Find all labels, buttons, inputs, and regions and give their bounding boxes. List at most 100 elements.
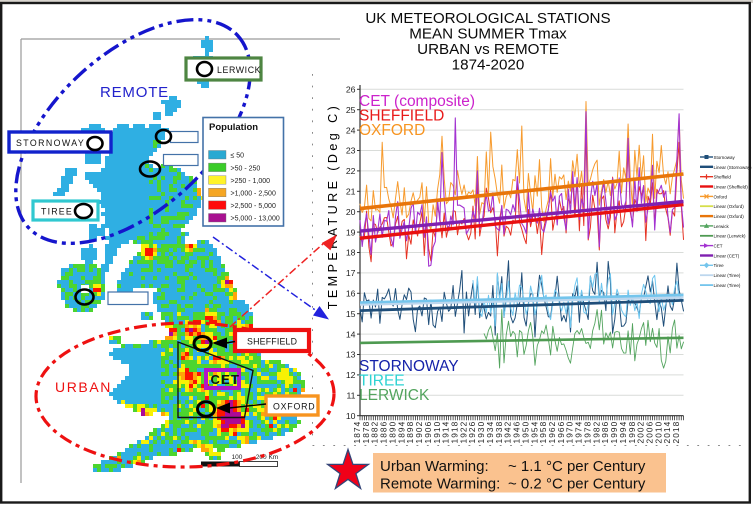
- svg-text:>2,500 - 5,000: >2,500 - 5,000: [231, 203, 276, 210]
- svg-text:1958: 1958: [538, 421, 548, 444]
- svg-text:≤ 50: ≤ 50: [231, 153, 245, 160]
- svg-text:URBAN: URBAN: [55, 379, 112, 395]
- svg-text:1978: 1978: [582, 421, 592, 444]
- svg-text:LERWICK: LERWICK: [217, 65, 261, 75]
- svg-text:TIREE: TIREE: [41, 207, 73, 217]
- svg-text:Linear (Oxford): Linear (Oxford): [714, 214, 745, 219]
- svg-text:1994: 1994: [618, 421, 628, 444]
- svg-text:1930: 1930: [476, 421, 486, 444]
- svg-text:22: 22: [346, 166, 356, 176]
- svg-text:1918: 1918: [450, 421, 460, 444]
- svg-text:Population: Population: [209, 122, 258, 133]
- svg-text:1910: 1910: [432, 421, 442, 444]
- svg-text:19: 19: [346, 227, 356, 237]
- svg-text:>250 - 1,000: >250 - 1,000: [231, 178, 271, 185]
- svg-text:17: 17: [346, 268, 356, 278]
- svg-text:OXFORD: OXFORD: [359, 122, 425, 139]
- svg-text:CET: CET: [714, 244, 723, 249]
- svg-text:26: 26: [346, 85, 356, 95]
- svg-text:2010: 2010: [653, 421, 663, 444]
- svg-text:Tiree: Tiree: [714, 263, 725, 268]
- svg-text:Stornoway: Stornoway: [714, 155, 736, 160]
- svg-text:16: 16: [346, 289, 356, 299]
- svg-text:UK METEOROLOGICAL STATIONS: UK METEOROLOGICAL STATIONS: [365, 10, 610, 27]
- svg-text:STORNOWAY: STORNOWAY: [359, 358, 459, 375]
- svg-text:MEAN SUMMER Tmax: MEAN SUMMER Tmax: [409, 26, 567, 43]
- svg-text:18: 18: [346, 248, 356, 258]
- svg-text:TEMPERATURE (Deg C): TEMPERATURE (Deg C): [326, 103, 340, 309]
- svg-text:1894: 1894: [396, 421, 406, 444]
- svg-text:1902: 1902: [414, 421, 424, 444]
- svg-text:1874: 1874: [352, 421, 362, 444]
- svg-text:1954: 1954: [529, 421, 539, 444]
- svg-text:2014: 2014: [662, 421, 672, 444]
- svg-text:>50 - 250: >50 - 250: [231, 165, 261, 172]
- svg-text:1890: 1890: [388, 421, 398, 444]
- svg-text:STORNOWAY: STORNOWAY: [16, 138, 85, 148]
- svg-text:1898: 1898: [405, 421, 415, 444]
- svg-text:TIREE: TIREE: [359, 373, 405, 390]
- svg-text:CET: CET: [211, 372, 241, 387]
- svg-text:25: 25: [346, 105, 356, 115]
- svg-text:1886: 1886: [379, 421, 389, 444]
- svg-text:1982: 1982: [591, 421, 601, 444]
- svg-text:24: 24: [346, 125, 356, 135]
- svg-text:20: 20: [346, 207, 356, 217]
- svg-text:1974: 1974: [574, 421, 584, 444]
- svg-text:15: 15: [346, 309, 356, 319]
- svg-text:SHEFFIELD: SHEFFIELD: [359, 108, 444, 125]
- svg-text:2002: 2002: [636, 421, 646, 444]
- svg-text:1998: 1998: [627, 421, 637, 444]
- svg-text:1962: 1962: [547, 421, 557, 444]
- svg-text:2018: 2018: [671, 421, 681, 444]
- svg-text:23: 23: [346, 146, 356, 156]
- svg-text:11: 11: [346, 391, 355, 401]
- svg-text:REMOTE: REMOTE: [100, 84, 169, 101]
- svg-text:Sheffield: Sheffield: [714, 175, 732, 180]
- svg-text:1942: 1942: [503, 421, 513, 444]
- svg-text:Urban Warming:: Urban Warming:: [380, 458, 489, 475]
- svg-text:Linear (Tiree): Linear (Tiree): [714, 283, 741, 288]
- svg-text:~ 1.1 °C per Century: ~ 1.1 °C per Century: [508, 458, 646, 475]
- svg-text:1966: 1966: [556, 421, 566, 444]
- svg-text:12: 12: [346, 370, 356, 380]
- svg-text:1938: 1938: [494, 421, 504, 444]
- svg-text:Oxford: Oxford: [714, 194, 728, 199]
- svg-text:2006: 2006: [645, 421, 655, 444]
- svg-text:1986: 1986: [600, 421, 610, 444]
- svg-text:1950: 1950: [520, 421, 530, 444]
- svg-text:Linear (Tiree): Linear (Tiree): [714, 273, 741, 278]
- svg-text:13: 13: [346, 350, 356, 360]
- svg-text:URBAN vs REMOTE: URBAN vs REMOTE: [417, 41, 559, 58]
- svg-text:1874-2020: 1874-2020: [452, 56, 525, 73]
- svg-text:100: 100: [232, 454, 243, 461]
- svg-text:Linear (Stornoway): Linear (Stornoway): [714, 165, 753, 170]
- svg-text:Linear (CET): Linear (CET): [714, 253, 740, 258]
- svg-text:~ 0.2 °C per Century: ~ 0.2 °C per Century: [508, 476, 646, 493]
- svg-text:1922: 1922: [458, 421, 468, 444]
- svg-text:21: 21: [346, 187, 356, 197]
- svg-text:LERWICK: LERWICK: [359, 387, 430, 404]
- svg-text:1878: 1878: [361, 421, 371, 444]
- svg-text:SHEFFIELD: SHEFFIELD: [247, 337, 297, 347]
- svg-text:OXFORD: OXFORD: [273, 402, 315, 412]
- svg-text:1970: 1970: [565, 421, 575, 444]
- svg-text:1990: 1990: [609, 421, 619, 444]
- svg-text:Lerwick: Lerwick: [714, 224, 730, 229]
- svg-text:10: 10: [346, 411, 356, 421]
- svg-text:>1,000 - 2,500: >1,000 - 2,500: [231, 191, 276, 198]
- svg-text:Remote Warming:: Remote Warming:: [380, 476, 500, 493]
- svg-text:Linear (Lerwick): Linear (Lerwick): [714, 234, 747, 239]
- svg-text:1882: 1882: [370, 421, 380, 444]
- svg-text:1926: 1926: [467, 421, 477, 444]
- svg-text:CET (composite): CET (composite): [359, 93, 475, 110]
- svg-text:1914: 1914: [441, 421, 451, 444]
- svg-text:14: 14: [346, 329, 356, 339]
- svg-text:1946: 1946: [512, 421, 522, 444]
- svg-text:1906: 1906: [423, 421, 433, 444]
- svg-text:Linear (Sheffield): Linear (Sheffield): [714, 184, 749, 189]
- svg-text:1934: 1934: [485, 421, 495, 444]
- svg-text:Linear (Oxford): Linear (Oxford): [714, 204, 745, 209]
- svg-text:200 Km: 200 Km: [256, 454, 278, 461]
- svg-text:>5,000 - 13,000: >5,000 - 13,000: [231, 216, 280, 223]
